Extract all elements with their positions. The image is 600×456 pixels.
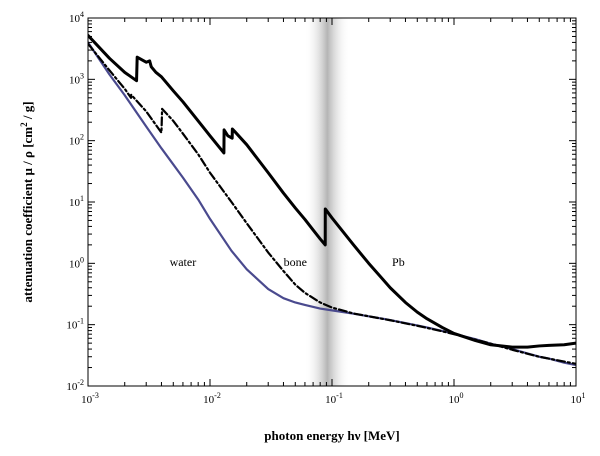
tick-label: 102: [69, 133, 84, 148]
shaded-band: [304, 18, 350, 386]
tick-label: 101: [69, 194, 84, 209]
y-axis-label-tail: / g]: [20, 101, 35, 122]
series-label-water: water: [170, 255, 197, 269]
x-axis-label: photon energy hν [MeV]: [264, 428, 399, 443]
tick-label: 10-3: [81, 391, 99, 406]
series-line-pb: [88, 33, 576, 349]
tick-label: 10-2: [203, 391, 221, 406]
series-label-bone: bone: [284, 255, 307, 269]
tick-label: 10-2: [66, 378, 84, 393]
tick-label: 10-1: [325, 391, 343, 406]
tick-label: 101: [571, 391, 586, 406]
y-axis-label: attenuation coefficient μ / ρ [cm2 / g]: [19, 101, 35, 302]
tick-label: 103: [69, 71, 84, 86]
tick-label: 100: [69, 255, 84, 270]
y-axis-label-exp: 2: [19, 122, 29, 127]
tick-label: 100: [449, 391, 464, 406]
tick-label: 104: [69, 10, 84, 25]
tick-label: 10-1: [66, 317, 84, 332]
y-axis-label-main: attenuation coefficient μ / ρ [cm: [20, 127, 35, 303]
series-label-pb: Pb: [392, 255, 405, 269]
